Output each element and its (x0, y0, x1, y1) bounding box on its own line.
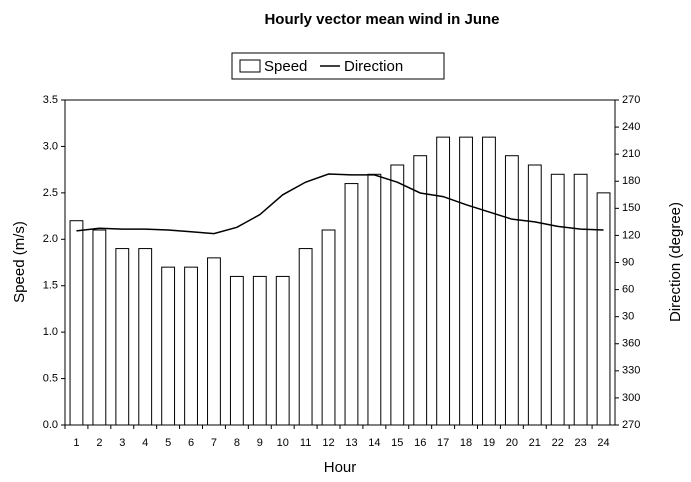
y2-tick-label: 330 (622, 365, 640, 377)
x-tick-label: 2 (96, 437, 102, 449)
bar (504, 155, 519, 426)
x-tick-label: 20 (506, 437, 518, 449)
x-tick-label: 21 (529, 437, 541, 449)
x-tick-label: 9 (257, 437, 263, 449)
y2-axis-title: Direction (degree) (667, 202, 684, 322)
bar (115, 248, 130, 426)
y2-tick-label: 180 (622, 175, 640, 187)
y-tick-label: 0.0 (43, 419, 58, 431)
y-tick-label: 1.5 (43, 280, 58, 292)
bar (138, 248, 153, 426)
x-tick-label: 7 (211, 437, 217, 449)
legend-label: Direction (344, 58, 403, 75)
y2-tick-label: 120 (622, 229, 640, 241)
bar (207, 257, 221, 426)
y-axis-title: Speed (m/s) (11, 221, 28, 303)
bar (390, 164, 405, 426)
x-tick-label: 3 (119, 437, 125, 449)
y2-tick-label: 60 (622, 283, 634, 295)
chart-title: Hourly vector mean wind in June (264, 11, 499, 28)
x-tick-label: 12 (322, 437, 334, 449)
y2-tick-label: 210 (622, 148, 640, 160)
legend-swatch (239, 59, 261, 73)
x-tick-label: 8 (234, 437, 240, 449)
bar (367, 173, 382, 426)
bar (344, 183, 359, 426)
y-tick-label: 2.0 (43, 233, 58, 245)
x-tick-label: 23 (575, 437, 587, 449)
y-tick-label: 1.0 (43, 326, 58, 338)
x-axis-title: Hour (324, 459, 357, 476)
x-tick-label: 5 (165, 437, 171, 449)
x-tick-label: 6 (188, 437, 194, 449)
x-tick-label: 10 (277, 437, 289, 449)
bar (550, 173, 565, 426)
y-tick-label: 3.0 (43, 140, 58, 152)
x-tick-label: 16 (414, 437, 426, 449)
y2-tick-label: 240 (622, 121, 640, 133)
x-tick-label: 1 (73, 437, 79, 449)
bar (573, 173, 588, 426)
bar (229, 275, 244, 426)
y2-tick-label: 270 (622, 419, 640, 431)
bar (321, 229, 336, 426)
y2-tick-label: 300 (622, 392, 640, 404)
x-tick-label: 17 (437, 437, 449, 449)
x-tick-label: 22 (552, 437, 564, 449)
bar (527, 164, 542, 426)
x-tick-label: 24 (597, 437, 609, 449)
bar (298, 248, 313, 426)
x-tick-label: 4 (142, 437, 148, 449)
y2-tick-label: 270 (622, 94, 640, 106)
bar (69, 220, 84, 426)
bar (482, 136, 496, 426)
y-tick-label: 0.5 (43, 372, 58, 384)
y-tick-label: 2.5 (43, 187, 58, 199)
y2-tick-label: 150 (622, 202, 640, 214)
y2-tick-label: 90 (622, 256, 634, 268)
y2-tick-label: 30 (622, 311, 634, 323)
bar (596, 192, 611, 426)
direction-line (76, 173, 604, 235)
x-tick-label: 11 (300, 437, 311, 449)
x-tick-label: 14 (368, 437, 380, 449)
legend-label: Speed (264, 58, 307, 75)
x-tick-label: 19 (483, 437, 495, 449)
legend-box (231, 52, 445, 80)
bar (92, 229, 107, 426)
bar (275, 275, 290, 426)
bar (161, 266, 176, 426)
bar (436, 136, 451, 426)
x-tick-label: 15 (391, 437, 403, 449)
y2-tick-label: 360 (622, 338, 640, 350)
bar (184, 266, 198, 426)
bar (252, 275, 267, 426)
x-tick-label: 13 (345, 437, 357, 449)
bar (413, 155, 428, 426)
bar (459, 136, 473, 426)
x-tick-label: 18 (460, 437, 472, 449)
y-tick-label: 3.5 (43, 94, 58, 106)
